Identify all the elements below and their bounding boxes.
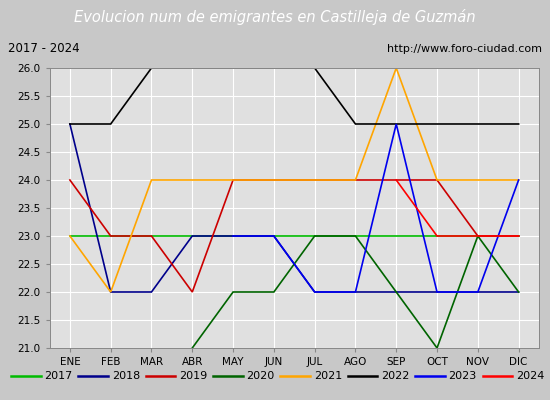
Text: 2018: 2018 <box>112 371 140 381</box>
Text: 2019: 2019 <box>179 371 207 381</box>
Text: 2023: 2023 <box>449 371 477 381</box>
Text: 2022: 2022 <box>381 371 410 381</box>
Text: 2017 - 2024: 2017 - 2024 <box>8 42 80 56</box>
Text: 2021: 2021 <box>314 371 342 381</box>
Text: Evolucion num de emigrantes en Castilleja de Guzmán: Evolucion num de emigrantes en Castillej… <box>74 9 476 25</box>
Text: 2024: 2024 <box>516 371 544 381</box>
Text: http://www.foro-ciudad.com: http://www.foro-ciudad.com <box>387 44 542 54</box>
Text: 2020: 2020 <box>246 371 274 381</box>
Text: 2017: 2017 <box>45 371 73 381</box>
